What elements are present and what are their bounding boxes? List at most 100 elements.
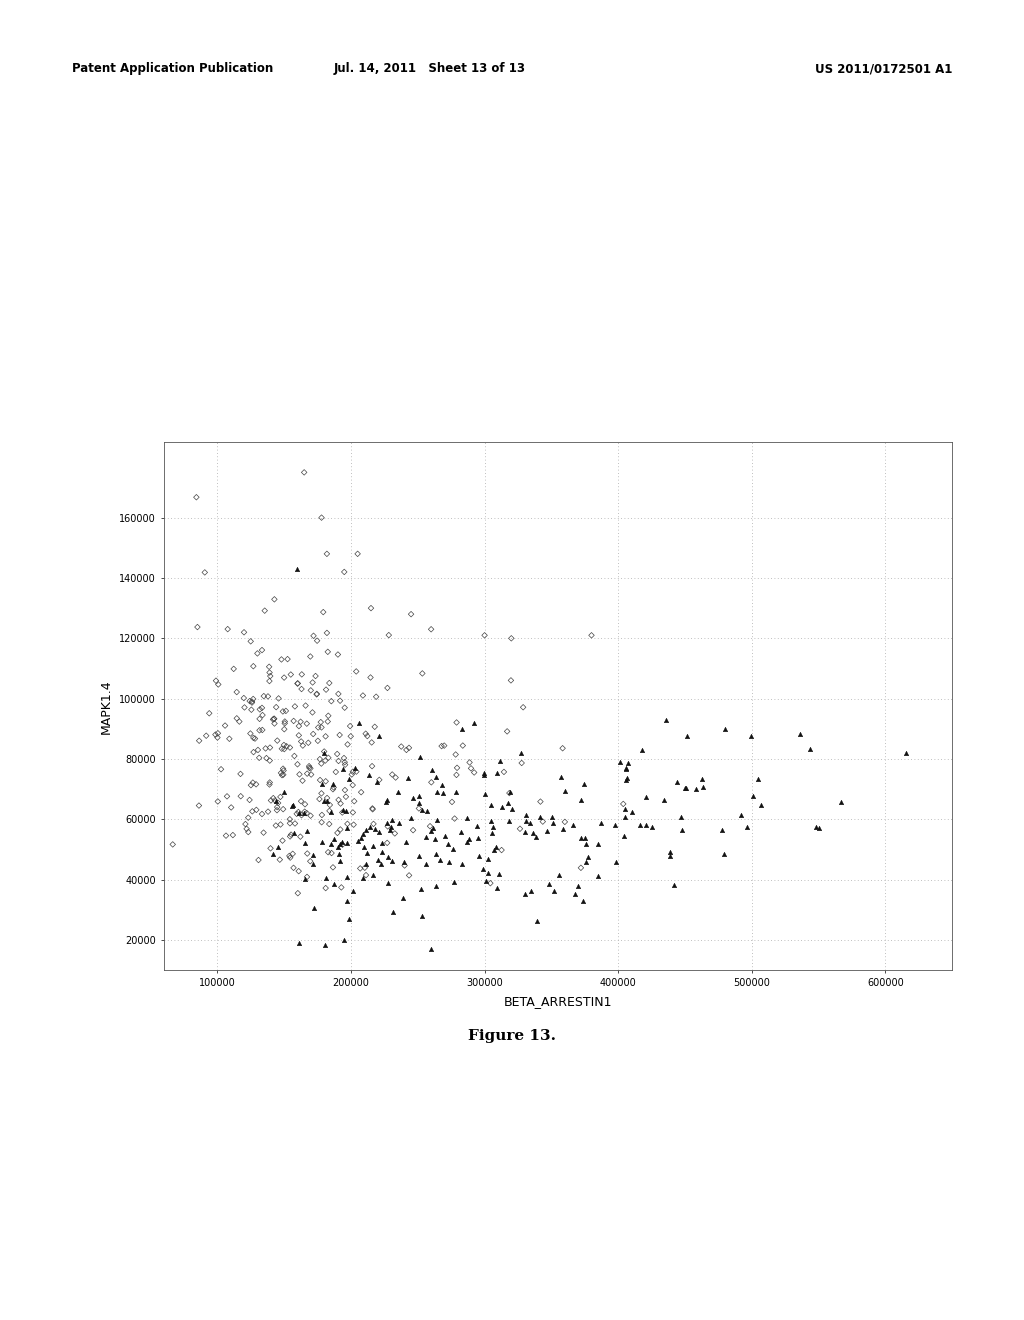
Point [400,767,417,788]
Point [496,762,512,783]
Point [302,680,318,701]
Point [332,725,348,746]
Point [397,832,414,853]
Point [540,821,556,842]
Point [339,833,355,854]
Point [355,824,372,845]
Point [502,781,518,803]
Point [260,686,276,708]
Point [433,735,450,756]
Point [254,804,270,825]
Point [337,697,353,718]
Point [515,697,531,718]
Point [245,689,261,710]
Point [290,754,306,775]
Point [477,783,494,804]
Point [258,747,274,768]
Point [275,799,292,820]
Point [459,832,475,853]
Point [282,847,298,869]
Point [330,644,346,665]
Point [644,817,660,838]
Point [615,793,632,814]
Point [366,836,382,857]
Point [339,734,355,755]
Point [268,791,285,812]
Point [579,851,595,873]
Point [348,762,365,783]
Point [657,710,674,731]
Point [423,619,439,640]
Point [535,810,551,832]
Point [296,803,312,824]
Point [274,758,291,779]
Point [278,701,294,722]
Point [342,715,358,737]
Point [608,851,625,873]
Point [808,816,824,837]
Point [299,713,315,734]
Point [293,791,309,812]
Point [232,763,249,784]
X-axis label: BETA_ARRESTIN1: BETA_ARRESTIN1 [504,995,612,1007]
Point [276,713,293,734]
Point [413,879,429,900]
Point [479,863,496,884]
Point [290,673,306,694]
Point [531,807,548,828]
Point [466,713,482,734]
Point [793,723,809,744]
Point [359,842,376,863]
Point [345,762,361,783]
Point [694,768,711,789]
Point [272,787,289,808]
Point [272,814,289,836]
Point [266,709,283,730]
Point [677,777,693,799]
Point [266,789,283,810]
Point [261,656,278,677]
Point [313,832,330,853]
Point [513,752,529,774]
Point [522,813,539,834]
Point [260,801,276,822]
Point [325,779,341,800]
Point [319,711,336,733]
Point [674,820,690,841]
Point [326,874,342,895]
Point [257,601,273,622]
Point [738,816,755,837]
Point [332,690,348,711]
Point [476,624,493,645]
Point [347,758,364,779]
Point [237,697,253,718]
Point [295,735,311,756]
Point [254,697,270,718]
Point [331,843,347,865]
Point [580,846,596,867]
Point [418,853,434,874]
Point [332,818,348,840]
Point [518,805,535,826]
Point [293,731,309,752]
Point [316,741,333,762]
Point [434,775,451,796]
Point [210,791,226,812]
Point [265,843,282,865]
Point [299,866,315,887]
Point [396,855,413,876]
Point [254,705,270,726]
Point [379,677,395,698]
Point [445,871,462,892]
Point [315,743,332,764]
Point [380,846,396,867]
Point [188,487,205,508]
Point [382,817,398,838]
Point [494,796,510,817]
Point [330,684,346,705]
Point [308,684,325,705]
Point [323,801,339,822]
Point [343,726,359,747]
Point [270,792,287,813]
Point [355,837,372,858]
